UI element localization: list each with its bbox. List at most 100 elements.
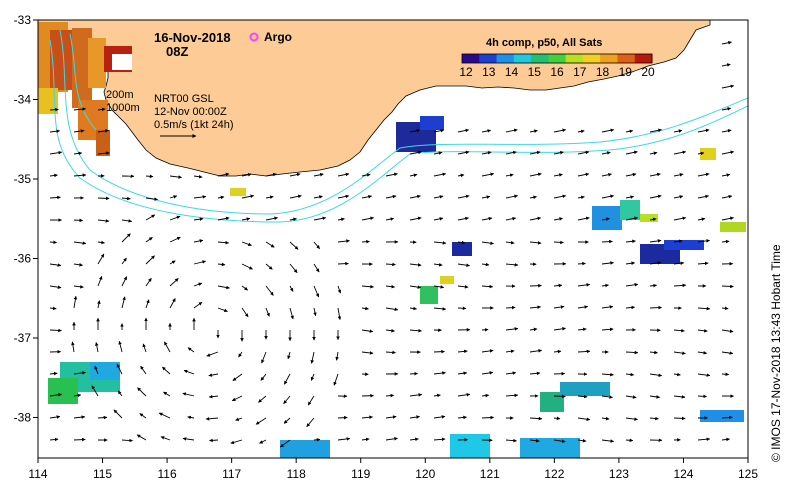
current-arrow <box>409 173 418 177</box>
current-arrow <box>49 240 57 245</box>
x-tick-label: 116 <box>158 467 177 481</box>
current-arrow <box>457 128 470 133</box>
current-arrow <box>283 417 291 424</box>
current-arrow <box>673 351 686 355</box>
current-arrow <box>49 107 59 112</box>
current-arrow <box>116 363 123 375</box>
current-arrow <box>577 216 590 221</box>
current-arrow <box>361 173 371 177</box>
current-arrow <box>649 239 662 243</box>
current-arrow <box>49 173 58 178</box>
colorbar-tick-label: 18 <box>596 65 610 79</box>
current-arrow <box>230 439 243 445</box>
current-arrow <box>481 241 494 246</box>
current-arrow <box>49 392 63 397</box>
current-arrow <box>121 276 128 287</box>
y-tick-label: -35 <box>14 172 32 186</box>
current-arrow <box>601 217 610 221</box>
current-arrow <box>433 393 441 398</box>
current-arrow <box>673 239 683 244</box>
current-arrow <box>361 306 369 311</box>
current-arrow <box>241 263 253 270</box>
x-tick-label: 119 <box>351 467 370 481</box>
current-arrow <box>529 216 542 221</box>
colorbar-tick-label: 17 <box>573 65 587 79</box>
current-arrow <box>193 260 206 265</box>
current-arrow <box>91 385 99 397</box>
current-arrow <box>409 306 417 311</box>
current-arrow <box>481 172 495 177</box>
current-arrow <box>457 194 470 199</box>
current-arrow <box>289 194 302 199</box>
current-arrow <box>481 284 494 289</box>
current-arrow <box>73 285 84 289</box>
current-arrow <box>217 262 226 267</box>
current-arrow <box>73 415 86 419</box>
colorbar-frame <box>461 53 653 64</box>
current-arrow <box>49 437 59 442</box>
current-vectors <box>49 40 735 448</box>
current-arrow <box>481 151 492 155</box>
current-arrow <box>409 150 422 155</box>
x-tick-label: 117 <box>222 467 241 481</box>
current-arrow <box>457 415 467 420</box>
current-arrow <box>337 217 345 222</box>
current-arrow <box>673 216 687 221</box>
current-arrow <box>385 284 396 289</box>
current-arrow <box>313 263 320 273</box>
current-arrow <box>601 305 614 309</box>
current-arrow <box>601 283 609 288</box>
current-arrow <box>481 129 492 133</box>
current-arrow <box>577 261 586 266</box>
current-arrow <box>313 307 317 317</box>
product-label: NRT00 GSL <box>154 93 214 105</box>
colorbar-segment <box>617 54 636 63</box>
current-arrow <box>158 412 171 419</box>
current-arrow <box>187 347 195 353</box>
current-arrow <box>289 172 301 177</box>
current-arrow <box>49 306 57 311</box>
current-arrow <box>721 284 734 289</box>
current-arrow <box>601 128 615 133</box>
current-arrow <box>313 285 320 298</box>
current-arrow <box>721 84 735 89</box>
current-arrow <box>481 349 494 353</box>
current-arrow <box>385 350 396 355</box>
colorbar-segment <box>582 54 601 63</box>
current-arrow <box>385 393 395 398</box>
current-arrow <box>697 217 706 222</box>
current-arrow <box>649 416 659 421</box>
current-arrow <box>409 285 422 289</box>
current-arrow <box>265 263 273 270</box>
current-arrow <box>409 128 421 133</box>
current-arrow <box>625 350 639 355</box>
current-arrow <box>361 329 374 333</box>
x-tick-label: 124 <box>673 467 693 481</box>
current-arrow <box>337 194 350 199</box>
current-arrow <box>187 415 195 420</box>
current-arrow <box>73 218 84 223</box>
current-arrow <box>97 107 106 112</box>
current-arrow <box>481 195 491 199</box>
current-arrow <box>385 262 396 267</box>
current-arrow <box>673 150 687 155</box>
current-arrow <box>721 63 731 67</box>
current-arrow <box>337 437 351 441</box>
current-arrow <box>553 150 564 155</box>
colorbar-tick-label: 14 <box>505 65 519 79</box>
current-arrow <box>481 415 495 420</box>
current-arrow <box>145 197 158 201</box>
current-arrow <box>553 217 563 221</box>
current-arrow <box>601 194 614 199</box>
current-arrow <box>697 172 710 177</box>
current-arrow <box>182 392 195 397</box>
current-arrow <box>505 327 519 331</box>
current-arrow <box>49 328 62 333</box>
colorbar-segment <box>531 54 549 63</box>
current-arrow <box>625 438 634 443</box>
current-arrow <box>505 128 518 133</box>
current-arrow <box>313 195 323 199</box>
current-arrow <box>73 107 86 111</box>
current-arrow <box>121 219 133 223</box>
current-arrow <box>97 151 110 155</box>
